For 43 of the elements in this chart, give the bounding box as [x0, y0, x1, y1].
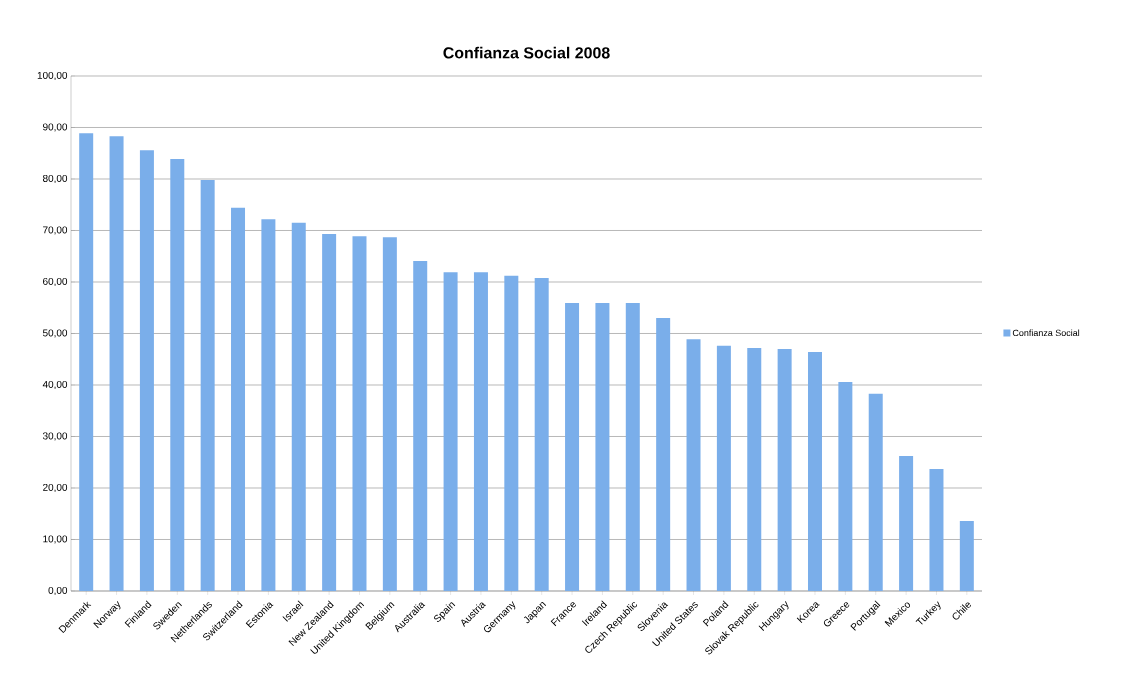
- bar: [170, 158, 185, 591]
- bar: [777, 348, 792, 591]
- y-tick-label: 100,00: [37, 71, 68, 81]
- bar: [959, 520, 974, 591]
- y-tick-label: 90,00: [43, 123, 68, 132]
- y-tick-label: 20,00: [43, 483, 68, 493]
- bar: [929, 468, 944, 591]
- bar: [625, 303, 640, 591]
- y-tick-label: 40,00: [42, 380, 68, 390]
- legend-label: Confianza Social: [1012, 329, 1080, 337]
- bar: [899, 456, 914, 591]
- bar: [716, 345, 731, 591]
- bar: [231, 207, 246, 591]
- bar: [504, 275, 519, 591]
- bar: [595, 303, 610, 591]
- bar: [443, 272, 458, 591]
- bar: [807, 352, 822, 591]
- bar: [200, 180, 215, 591]
- chart-title: Confianza Social 2008: [443, 46, 610, 59]
- bar: [352, 236, 367, 591]
- bar: [747, 347, 762, 591]
- bar: [473, 272, 488, 591]
- bar: [382, 237, 397, 591]
- bar: [656, 318, 671, 591]
- bar: [109, 136, 124, 591]
- bar: [534, 277, 549, 591]
- bar: [686, 339, 701, 591]
- y-tick-label: 80,00: [42, 174, 68, 184]
- y-tick-label: 30,00: [42, 432, 68, 441]
- bar: [139, 150, 154, 591]
- bar: [79, 133, 94, 591]
- bar: [291, 222, 306, 591]
- y-tick-label: 50,00: [42, 329, 68, 338]
- y-tick-label: 10,00: [43, 535, 68, 544]
- bar: [838, 381, 853, 591]
- bar: [868, 393, 883, 591]
- y-tick-label: 60,00: [43, 277, 68, 287]
- y-tick-label: 70,00: [43, 226, 68, 235]
- bar: [565, 303, 580, 591]
- bar: [261, 219, 276, 591]
- bar: [413, 260, 428, 591]
- bar: [322, 234, 337, 591]
- y-tick-label: 0,00: [48, 586, 68, 596]
